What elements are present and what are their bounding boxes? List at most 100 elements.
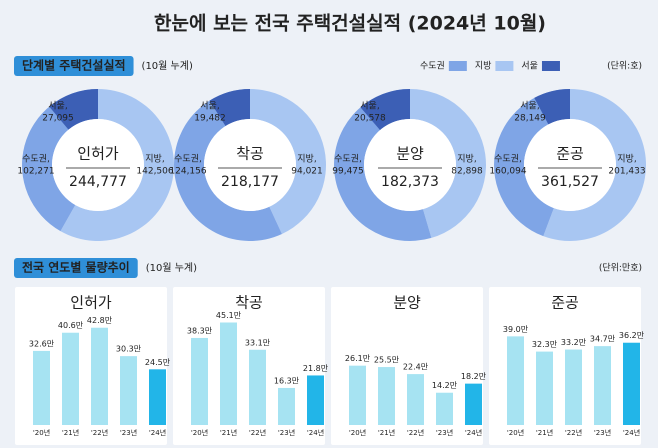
legend-label: 서울 [521,61,538,72]
page-title: 한눈에 보는 전국 주택건설실적 (2024년 10월) [154,13,546,35]
bar-value-label: 33.1만 [245,338,271,347]
bar-value-label: 14.2만 [432,381,458,390]
donut-value-label: 124,156 [169,167,206,177]
bar-value-label: 24.5만 [145,358,171,367]
bar [278,387,295,425]
donut-label: 지방, [297,154,316,165]
donut-segment [534,89,570,125]
bar [62,332,79,425]
donut-hole [524,119,616,211]
bar-value-label: 16.3만 [274,376,300,385]
donut-value-label: 94,021 [291,167,323,177]
donut-label: 서울, [200,101,219,112]
bar [623,342,640,425]
x-tick-label: '23년 [278,428,295,437]
bar-value-label: 34.7만 [590,335,616,344]
donut-hole [52,119,144,211]
bar-value-label: 33.2만 [561,338,587,347]
donut-total: 244,777 [69,174,127,190]
x-tick-label: '24년 [307,428,324,437]
legend-label: 수도권 [420,60,445,72]
bar-value-label: 36.2만 [619,331,645,340]
donut-value-label: 82,898 [451,167,483,177]
section-badge [14,258,138,278]
donut-hole [204,119,296,211]
bar-value-label: 32.6만 [29,339,55,348]
donut-segment [49,89,98,130]
donut-total: 361,527 [541,174,599,190]
bar-value-label: 38.3만 [187,326,213,335]
donut-segment [493,89,570,237]
donut-hole [364,119,456,211]
donut-value-label: 102,271 [17,167,54,177]
bar [407,374,424,425]
section-title: 단계별 주택건설실적 [22,58,126,73]
bar [378,367,395,425]
donut-value-label: 142,506 [136,167,173,177]
donut-value-label: 27,095 [42,114,74,124]
panel-title: 준공 [551,294,579,312]
donut-segment [410,89,486,238]
bar [465,383,482,425]
section-badge [14,56,134,76]
x-tick-label: '24년 [465,428,482,437]
x-tick-label: '20년 [191,428,208,437]
donut-value-label: 20,578 [354,114,386,124]
legend-swatch [541,61,560,71]
donut-title: 인허가 [77,145,119,163]
donut-total: 182,373 [381,174,439,190]
donut-value-label: 28,149 [514,114,546,124]
donut-segment [22,89,98,232]
x-tick-label: '20년 [33,428,50,437]
donut-value-label: 160,094 [489,167,526,177]
donut-label: 서울, [520,101,539,112]
bar [536,351,553,425]
section-note: (10월 누계) [142,60,193,72]
bar [594,346,611,425]
donut-title: 분양 [396,145,424,163]
donut-label: 지방, [617,154,636,165]
x-tick-label: '21년 [220,428,237,437]
donut-title: 착공 [236,145,264,163]
x-tick-label: '24년 [149,428,166,437]
donut-segment [209,89,250,127]
donut-value-label: 19,482 [194,114,226,124]
donut-segment [60,89,175,241]
donut-label: 수도권, [334,153,362,165]
bar [565,349,582,425]
x-tick-label: '20년 [349,428,366,437]
bar [120,356,137,425]
donut-total: 218,177 [221,174,279,190]
bar [220,322,237,425]
legend-swatch [448,61,467,71]
bar-value-label: 40.6만 [58,321,84,330]
donut-title: 준공 [556,145,584,163]
bar [191,337,208,425]
donut-segment [360,89,410,131]
bar-value-label: 18.2만 [461,372,487,381]
donut-label: 서울, [360,101,379,112]
panel-title: 분양 [393,294,421,312]
bar [91,327,108,425]
donut-label: 수도권, [22,153,50,165]
x-tick-label: '20년 [507,428,524,437]
donut-label: 수도권, [494,153,522,165]
donut-label: 수도권, [174,153,202,165]
bar [149,369,166,425]
bar-value-label: 30.3만 [116,345,142,354]
bar-value-label: 45.1만 [216,311,242,320]
x-tick-label: '22년 [91,428,108,437]
donut-segment [250,88,327,234]
x-tick-label: '23년 [436,428,453,437]
donut-value-label: 201,433 [608,167,645,177]
x-tick-label: '22년 [407,428,424,437]
bar [249,349,266,425]
bar-value-label: 22.4만 [403,363,429,372]
bar-value-label: 32.3만 [532,340,558,349]
unit-label: (단위:호) [607,61,642,72]
donut-segment [543,89,646,241]
donut-segment [174,89,282,241]
section-title: 전국 연도별 물량추이 [22,260,130,275]
legend-label: 지방 [475,61,492,72]
